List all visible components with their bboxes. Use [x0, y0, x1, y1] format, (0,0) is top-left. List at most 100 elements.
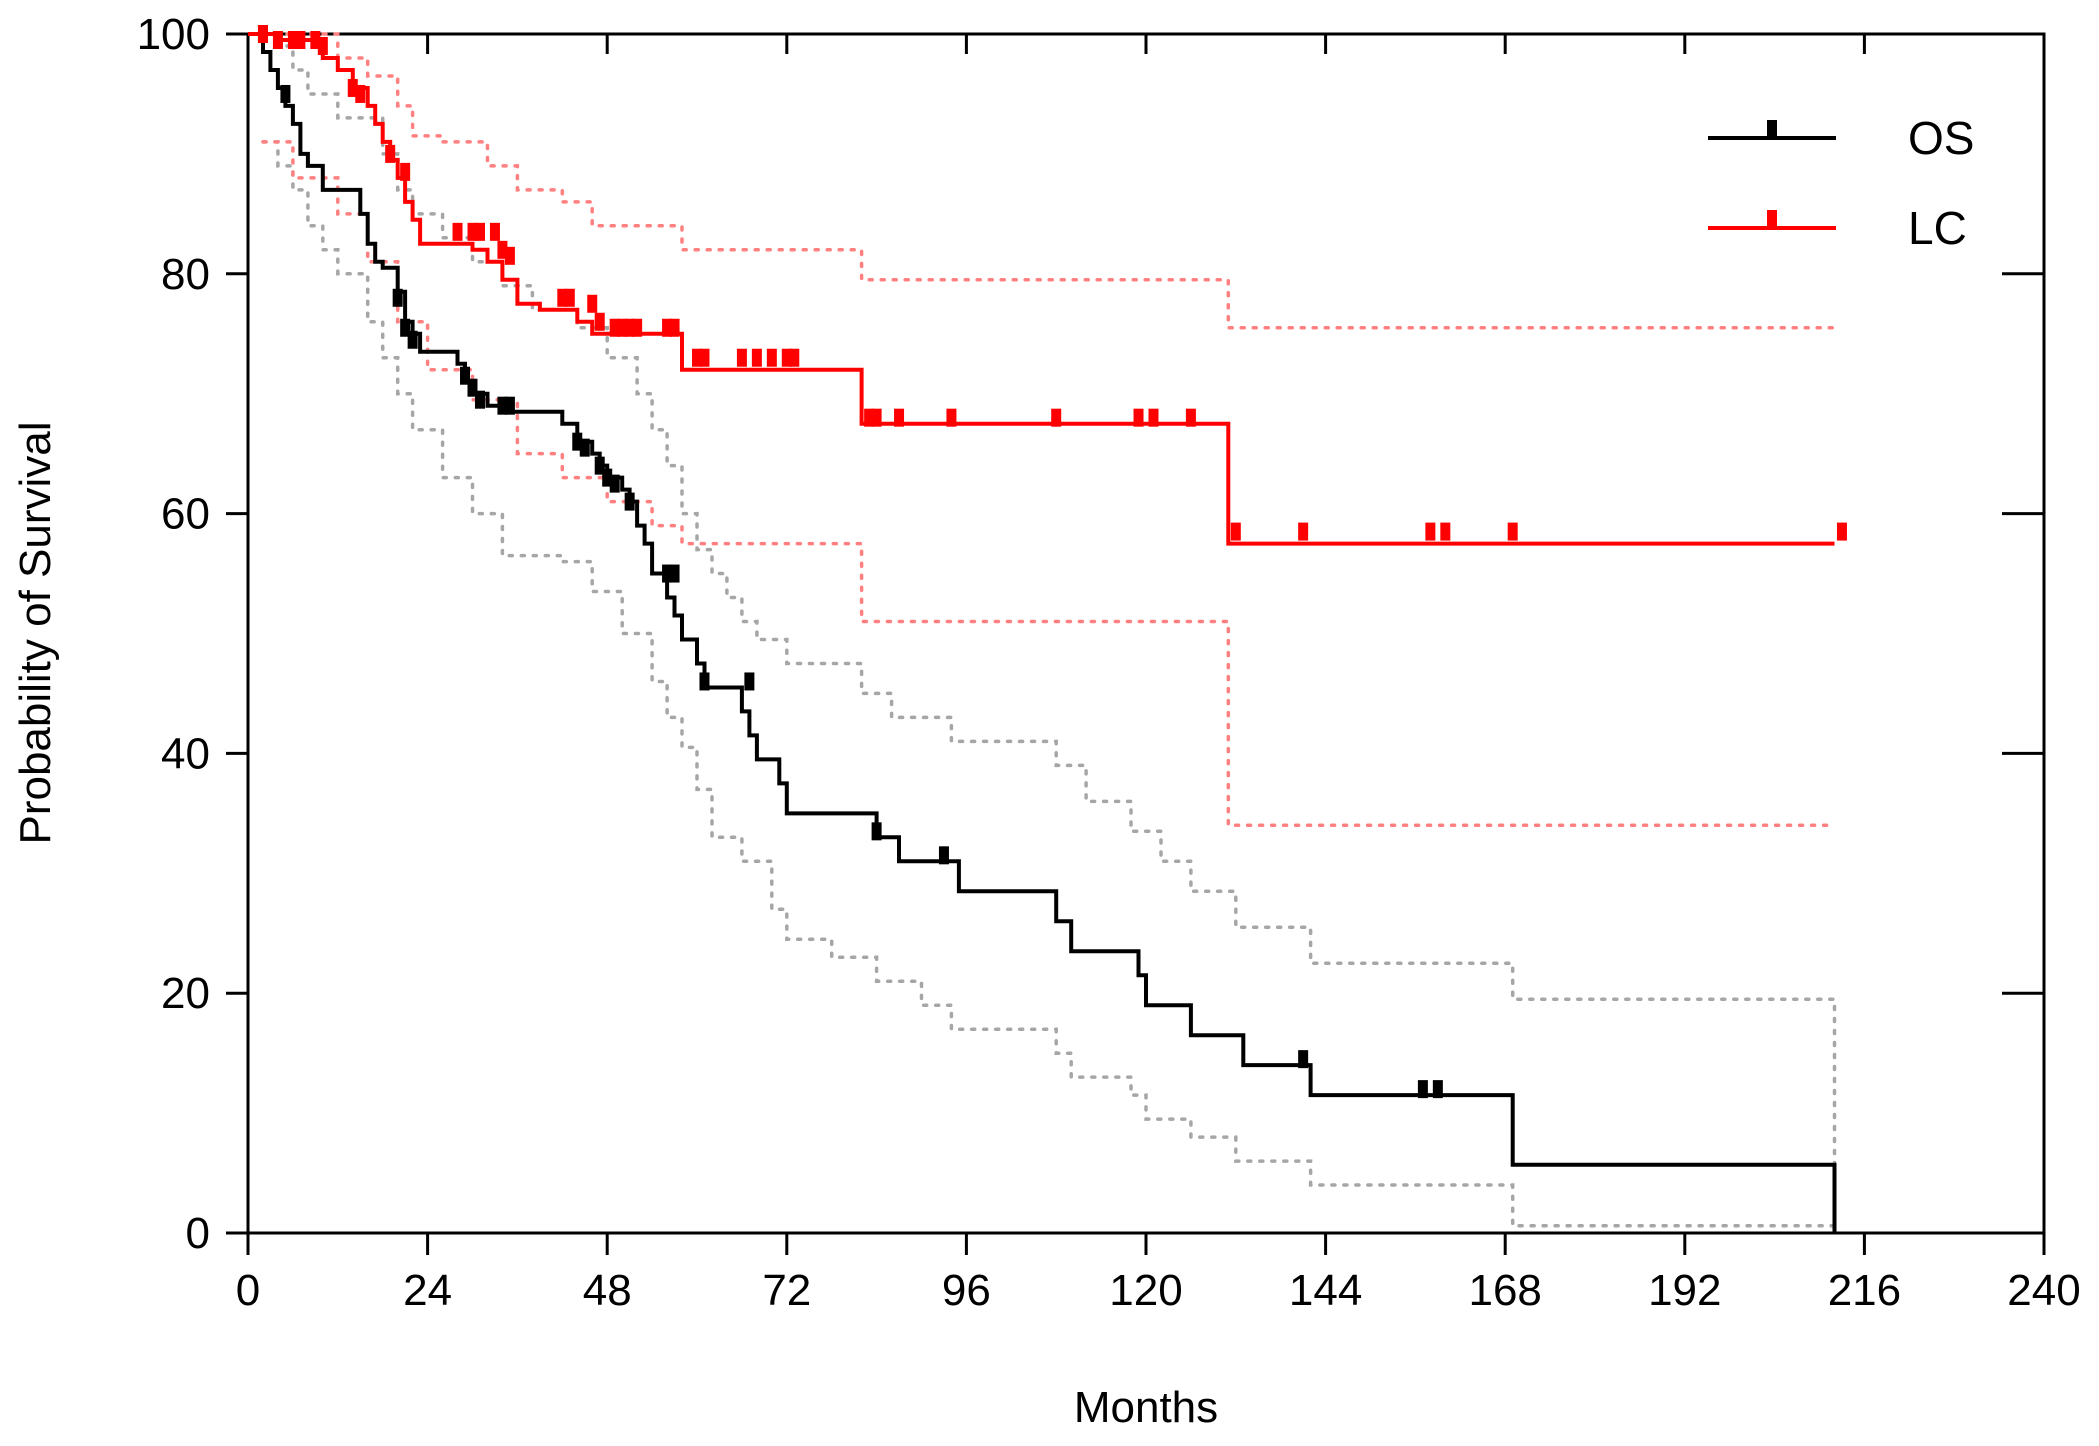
os-censor-mark: [602, 468, 613, 487]
lc-censor-mark: [385, 144, 396, 163]
lc-censor-mark: [871, 408, 882, 427]
lc-censor-mark: [1836, 522, 1847, 541]
os-curve: [248, 32, 1837, 1233]
lc-censor-mark: [557, 288, 568, 307]
lc-censor-mark: [1425, 522, 1436, 541]
os-censor-mark: [624, 492, 635, 511]
x-axis-title: Months: [1074, 1383, 1218, 1432]
x-tick-label: 48: [583, 1266, 632, 1315]
lc-censor-mark: [864, 408, 875, 427]
lc-censor-mark: [489, 222, 500, 241]
x-tick-label: 120: [1109, 1266, 1182, 1315]
lc-censor-mark: [751, 348, 762, 367]
lc-censor-mark: [295, 30, 306, 49]
os-censor-mark: [1417, 1080, 1428, 1099]
lc-censor-mark: [1133, 408, 1144, 427]
lc-censor-mark: [632, 318, 643, 337]
lc-censor-mark: [467, 222, 478, 241]
os-censor-mark: [400, 318, 411, 337]
lc-censor-mark: [1507, 522, 1518, 541]
os-censor-mark: [871, 822, 882, 841]
os-censor-mark: [744, 672, 755, 691]
survival-curves: [248, 32, 1837, 1233]
lc-censor-mark: [272, 30, 283, 49]
os-censor-mark: [407, 330, 418, 349]
lc-censor-mark: [669, 318, 680, 337]
lc-censor-mark: [692, 348, 702, 367]
os-censor-mark: [938, 846, 949, 865]
lc-censor-mark: [609, 318, 620, 337]
confidence-bands: [261, 32, 1837, 1235]
lc-censor-mark: [474, 222, 485, 241]
x-tick-label: 96: [942, 1266, 991, 1315]
lc-censor-mark: [497, 240, 508, 259]
y-tick-label: 40: [161, 729, 210, 778]
lc-censor-mark: [766, 348, 777, 367]
lc-censor-mark: [594, 312, 605, 331]
x-tick-label: 240: [2007, 1266, 2080, 1315]
os-censor-mark: [699, 672, 710, 691]
legend-os-label: OS: [1908, 112, 1974, 164]
os-censor-mark: [579, 438, 590, 457]
os-ci-lower-line: [261, 140, 1837, 1228]
lc-censor-mark: [894, 408, 905, 427]
os-censor-mark: [1298, 1050, 1309, 1069]
os-censor-mark: [474, 390, 485, 409]
x-tick-label: 72: [762, 1266, 811, 1315]
x-tick-label: 168: [1468, 1266, 1541, 1315]
legend-os-censor-mark: [1767, 120, 1777, 138]
x-tick-label: 0: [236, 1266, 260, 1315]
os-censor-mark: [1432, 1080, 1443, 1099]
os-censor-mark: [467, 378, 478, 397]
lc-censor-mark: [347, 78, 358, 97]
lc-censor-mark: [736, 348, 747, 367]
legend-lc-censor-mark: [1767, 210, 1777, 228]
os-censor-mark: [392, 288, 403, 307]
os-censor-mark: [572, 432, 583, 451]
os-ci-upper-line: [261, 32, 1837, 1235]
os-censor-mark: [504, 396, 515, 415]
x-tick-label: 24: [403, 1266, 452, 1315]
lc-censor-mark: [257, 25, 268, 43]
y-tick-label: 60: [161, 490, 210, 539]
lc-censor-mark: [564, 288, 575, 307]
lc-censor-mark: [699, 348, 710, 367]
lc-censor-mark: [1298, 522, 1309, 541]
lc-censor-mark: [310, 30, 321, 49]
lc-censor-mark: [789, 348, 800, 367]
lc-censor-mark: [504, 246, 515, 265]
lc-curve: [248, 32, 1835, 546]
lc-censor-mark: [1230, 522, 1241, 541]
x-tick-label: 216: [1828, 1266, 1901, 1315]
lc-censor-mark: [287, 30, 298, 49]
legend: OS LC: [1708, 112, 1974, 254]
lc-censor-mark: [317, 36, 328, 55]
lc-censor-mark: [400, 162, 411, 181]
y-axis-title: Probability of Survival: [11, 421, 60, 844]
os-censor-mark: [280, 84, 291, 103]
axis-ticks: 0 24 48 72 96 120 144 168 192 216 240 0 20 40 60 80 100: [137, 10, 2081, 1315]
lc-censor-mark: [452, 222, 463, 241]
censor-marks: [257, 25, 1847, 1099]
os-censor-mark: [497, 396, 508, 415]
y-tick-label: 20: [161, 969, 210, 1018]
lc-censor-mark: [946, 408, 957, 427]
lc-censor-mark: [617, 318, 628, 337]
os-censor-mark: [609, 474, 620, 493]
x-tick-label: 144: [1289, 1266, 1362, 1315]
os-censor-mark: [669, 564, 680, 583]
os-censor-mark: [460, 366, 471, 385]
lc-censor-mark: [1440, 522, 1451, 541]
y-tick-label: 80: [161, 250, 210, 299]
lc-censor-mark: [355, 84, 366, 103]
lc-censor-mark: [1185, 408, 1196, 427]
lc-ci-lower-line: [261, 140, 1837, 828]
lc-censor-mark: [624, 318, 635, 337]
y-tick-label: 100: [137, 10, 210, 59]
x-tick-label: 192: [1648, 1266, 1721, 1315]
y-tick-label: 0: [186, 1209, 210, 1258]
lc-ci-upper-line: [261, 32, 1837, 330]
lc-censor-mark: [587, 294, 598, 313]
lc-censor-mark: [662, 318, 673, 337]
